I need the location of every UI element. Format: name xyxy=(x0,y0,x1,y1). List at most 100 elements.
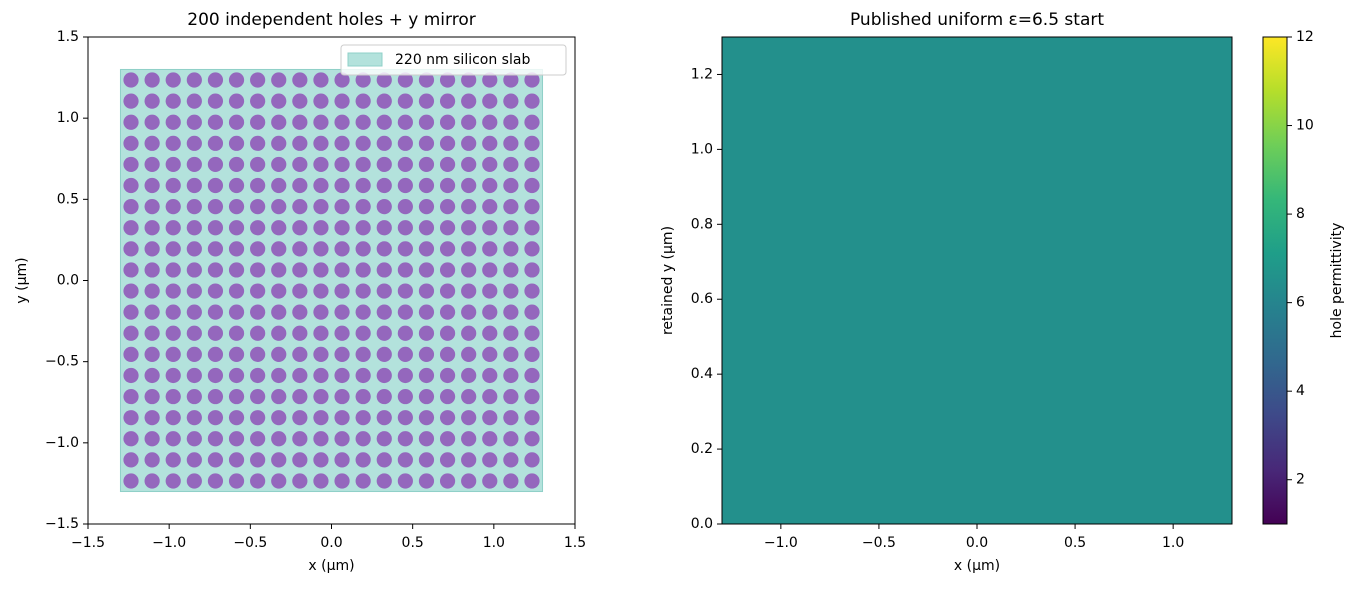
hole xyxy=(397,304,413,320)
hole xyxy=(207,220,224,236)
legend-swatch xyxy=(347,52,383,67)
hole xyxy=(250,262,266,278)
hole xyxy=(397,346,413,362)
hole xyxy=(123,410,139,426)
hole xyxy=(524,114,540,130)
hole xyxy=(418,156,435,173)
hole xyxy=(524,325,540,341)
hole xyxy=(376,199,392,215)
x-tick-label: 0.5 xyxy=(1064,535,1086,551)
hole xyxy=(461,241,477,257)
colorbar-label: hole permittivity xyxy=(1329,223,1345,339)
hole xyxy=(503,283,519,299)
hole xyxy=(186,220,202,236)
hole xyxy=(439,262,456,278)
hole xyxy=(482,431,498,447)
hole xyxy=(250,325,266,341)
hole xyxy=(334,346,350,362)
hole xyxy=(250,220,266,236)
hole xyxy=(418,241,435,257)
hole xyxy=(228,241,245,257)
hole xyxy=(313,367,329,384)
hole xyxy=(228,346,245,362)
hole xyxy=(397,220,413,236)
hole xyxy=(376,431,392,447)
hole xyxy=(313,452,329,468)
hole xyxy=(355,114,371,130)
hole xyxy=(228,367,245,384)
hole xyxy=(439,452,456,468)
hole xyxy=(165,346,181,362)
hole xyxy=(271,410,287,426)
hole xyxy=(228,156,245,173)
hole xyxy=(461,346,477,362)
hole xyxy=(461,431,477,447)
hole xyxy=(207,262,224,278)
hole xyxy=(292,473,308,489)
hole xyxy=(313,410,329,426)
hole xyxy=(292,114,308,130)
hole xyxy=(376,262,392,278)
hole xyxy=(271,220,287,236)
hole xyxy=(207,199,224,215)
hole xyxy=(355,135,371,151)
hole xyxy=(376,177,392,194)
x-tick-label: −1.5 xyxy=(71,535,105,551)
hole xyxy=(461,325,477,341)
hole xyxy=(313,241,329,257)
hole xyxy=(482,93,498,109)
hole xyxy=(144,220,160,236)
hole xyxy=(186,177,202,194)
hole xyxy=(228,304,245,320)
hole xyxy=(482,72,498,88)
hole xyxy=(271,177,287,194)
hole xyxy=(334,325,350,341)
hole xyxy=(186,325,202,341)
hole xyxy=(376,93,392,109)
colorbar-tick-label: 4 xyxy=(1296,383,1305,399)
hole xyxy=(503,304,519,320)
hole xyxy=(503,325,519,341)
hole xyxy=(524,199,540,215)
hole xyxy=(524,388,540,405)
hole xyxy=(461,156,477,173)
hole xyxy=(144,114,160,130)
hole xyxy=(376,325,392,341)
hole xyxy=(503,93,519,109)
hole xyxy=(482,473,498,489)
hole xyxy=(418,346,435,362)
x-tick-label: −1.0 xyxy=(152,535,186,551)
hole xyxy=(482,388,498,405)
hole xyxy=(207,346,224,362)
hole xyxy=(461,220,477,236)
hole xyxy=(250,114,266,130)
hole xyxy=(418,367,435,384)
hole xyxy=(439,431,456,447)
hole xyxy=(144,72,160,88)
hole xyxy=(186,410,202,426)
hole xyxy=(355,367,371,384)
hole xyxy=(334,199,350,215)
hole xyxy=(355,262,371,278)
hole xyxy=(250,410,266,426)
hole xyxy=(186,367,202,384)
y-tick-label: −1.0 xyxy=(45,435,79,451)
hole xyxy=(482,367,498,384)
hole xyxy=(439,241,456,257)
hole xyxy=(144,452,160,468)
hole xyxy=(207,114,224,130)
hole xyxy=(207,452,224,468)
y-tick-label: 0.2 xyxy=(691,441,713,457)
hole xyxy=(503,177,519,194)
hole xyxy=(292,388,308,405)
hole xyxy=(503,199,519,215)
hole xyxy=(292,367,308,384)
hole xyxy=(503,220,519,236)
hole xyxy=(334,388,350,405)
hole xyxy=(250,177,266,194)
y-tick-label: 0.0 xyxy=(691,516,713,532)
hole xyxy=(186,473,202,489)
hole xyxy=(123,177,139,194)
hole xyxy=(165,283,181,299)
